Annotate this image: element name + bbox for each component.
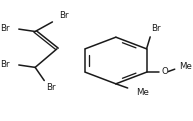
Text: Me: Me [179, 62, 192, 71]
Text: Br: Br [0, 24, 10, 33]
Text: Me: Me [136, 88, 149, 97]
Text: O: O [162, 67, 168, 76]
Text: Br: Br [151, 24, 160, 33]
Text: Br: Br [46, 83, 55, 92]
Text: Br: Br [59, 11, 69, 20]
Text: Br: Br [0, 60, 10, 69]
